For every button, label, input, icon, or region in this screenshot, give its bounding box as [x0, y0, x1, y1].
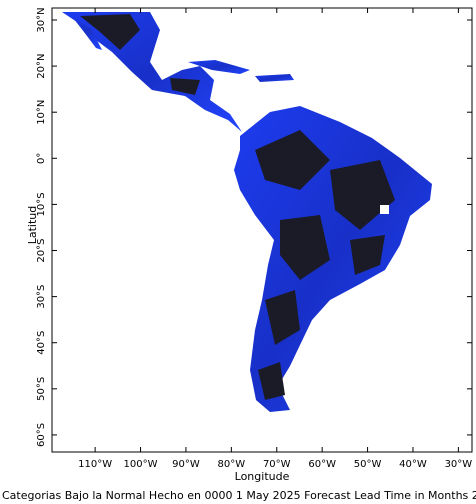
x-tick-label: 30°W	[445, 459, 473, 470]
x-tick-label: 110°W	[78, 459, 112, 470]
y-tick-label: 10°N	[36, 100, 47, 125]
land	[62, 12, 432, 412]
x-axis-title: Longitude	[235, 470, 290, 483]
y-tick-label: 40°S	[36, 331, 47, 355]
x-tick-label: 50°W	[354, 459, 382, 470]
x-tick-label: 90°W	[172, 459, 200, 470]
x-tick-label: 40°W	[399, 459, 427, 470]
y-tick-label: 60°S	[36, 423, 47, 447]
y-axis-title: Latitud	[26, 206, 39, 245]
y-tick-label: 30°N	[36, 7, 47, 32]
y-tick-label: 50°S	[36, 377, 47, 401]
y-tick-label: 20°N	[36, 53, 47, 78]
y-tick-label: 0°	[36, 153, 47, 164]
x-tick-label: 100°W	[124, 459, 158, 470]
y-tick-label: 30°S	[36, 285, 47, 309]
x-tick-label: 80°W	[218, 459, 246, 470]
x-tick-label: 70°W	[263, 459, 291, 470]
caption: Categorias Bajo la Normal Hecho en 0000 …	[2, 489, 476, 502]
x-tick-label: 60°W	[308, 459, 336, 470]
y-tick-label: 20°S	[36, 238, 47, 262]
y-tick-label: 10°S	[36, 192, 47, 216]
